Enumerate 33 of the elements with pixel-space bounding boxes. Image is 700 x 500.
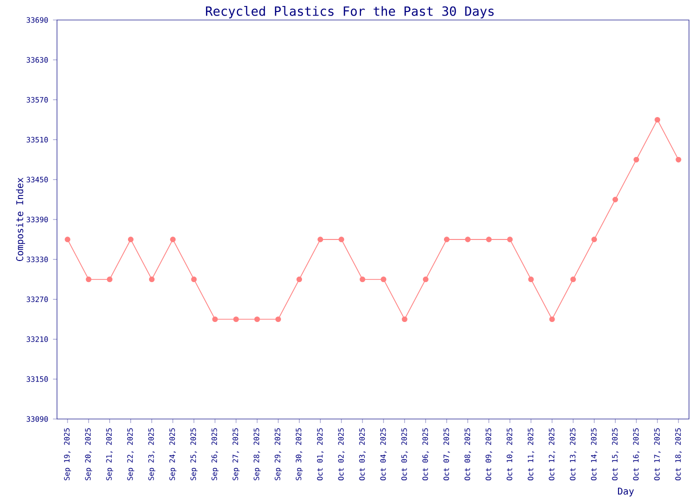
y-axis-title: Composite Index bbox=[16, 178, 26, 262]
point bbox=[296, 276, 302, 282]
point bbox=[149, 276, 155, 282]
x-axis-title: Day bbox=[618, 488, 634, 496]
point bbox=[318, 236, 324, 242]
point bbox=[170, 236, 176, 242]
point bbox=[591, 236, 597, 242]
point bbox=[380, 276, 386, 282]
point bbox=[86, 276, 92, 282]
point bbox=[549, 316, 555, 322]
point bbox=[465, 236, 471, 242]
point bbox=[360, 276, 366, 282]
point bbox=[528, 276, 534, 282]
point bbox=[191, 276, 197, 282]
chart-title: Recycled Plastics For the Past 30 Days bbox=[206, 6, 494, 18]
point bbox=[233, 316, 239, 322]
point bbox=[338, 236, 344, 242]
point bbox=[570, 276, 576, 282]
point bbox=[128, 236, 134, 242]
point bbox=[612, 196, 618, 202]
point bbox=[486, 236, 492, 242]
point bbox=[654, 116, 660, 123]
point bbox=[634, 156, 640, 162]
point bbox=[507, 236, 513, 242]
point bbox=[254, 316, 260, 322]
point bbox=[212, 316, 218, 322]
point bbox=[64, 236, 70, 242]
point bbox=[106, 276, 112, 282]
point bbox=[676, 156, 682, 162]
point bbox=[444, 236, 450, 242]
point bbox=[275, 316, 281, 322]
point bbox=[422, 276, 428, 282]
point bbox=[402, 316, 408, 322]
